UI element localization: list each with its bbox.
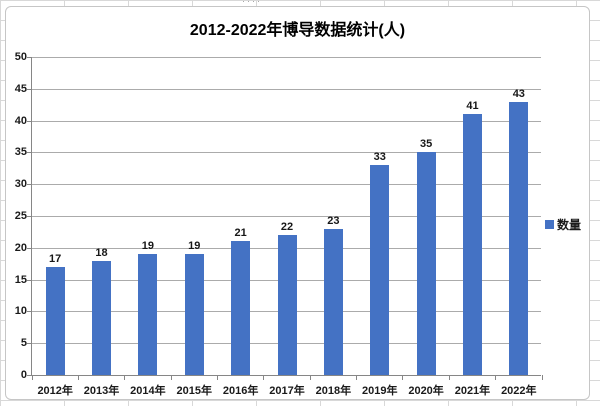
x-axis-label: 2013年	[83, 385, 120, 397]
x-axis-tick	[541, 375, 543, 380]
y-axis-label: 15	[14, 273, 27, 286]
y-axis-tick	[27, 88, 32, 90]
y-axis-tick	[27, 57, 32, 58]
x-axis-tick	[495, 375, 497, 380]
bar-2017年	[277, 235, 297, 375]
y-axis-label: 25	[14, 210, 27, 222]
chart-object: 2012-2022年博导数据统计(人) 0 5 10 15 20 25 30 35 40 45 50…	[5, 6, 590, 400]
y-axis-tick	[27, 375, 32, 376]
bar-value-label: 17	[49, 252, 62, 265]
bar-value-label: 19	[188, 240, 201, 253]
y-axis-tick	[27, 152, 32, 154]
bar-2014年	[138, 254, 158, 375]
x-axis-label: 2012年	[37, 385, 73, 397]
y-axis-label: 10	[14, 305, 27, 318]
bar-2013年	[92, 260, 112, 375]
x-axis-label: 2019年	[361, 385, 398, 397]
y-axis-tick	[27, 343, 32, 345]
y-gridline	[32, 216, 541, 217]
bar-2019年	[370, 165, 390, 375]
y-axis-tick	[27, 311, 32, 313]
y-axis-label: 45	[14, 82, 27, 95]
x-axis-label: 2022年	[501, 385, 537, 397]
x-axis-tick	[263, 375, 265, 380]
bar-value-label: 43	[512, 87, 525, 100]
y-gridline	[32, 184, 541, 186]
y-axis-label: 50	[14, 51, 27, 63]
y-axis-label: 40	[14, 114, 27, 127]
bar-value-label: 21	[234, 227, 247, 240]
legend-label: 数量	[557, 218, 582, 232]
y-axis-tick	[27, 120, 32, 122]
x-axis-label: 2015年	[176, 385, 212, 397]
x-axis-tick	[448, 375, 450, 380]
bar-2012年	[45, 266, 65, 375]
bar-value-label: 35	[419, 138, 433, 151]
x-axis-tick	[216, 375, 218, 380]
x-axis-label: 2021年	[454, 385, 491, 397]
x-axis-tick	[31, 375, 33, 380]
bar-value-label: 19	[141, 240, 155, 253]
y-axis-label: 35	[14, 146, 27, 159]
x-axis-label: 2014年	[130, 385, 166, 397]
legend-swatch-icon	[545, 220, 554, 229]
y-axis-label: 0	[20, 369, 27, 381]
bar-2016年	[231, 241, 251, 375]
x-axis-tick	[309, 375, 311, 380]
bar-2022年	[509, 101, 529, 375]
y-axis-tick	[27, 279, 32, 281]
y-gridline	[32, 57, 541, 58]
x-axis-tick	[124, 375, 126, 380]
plot-area: 0 5 10 15 20 25 30 35 40 45 50 17 2012年 18 2013年 19 2014…	[15, 51, 543, 397]
y-gridline	[32, 88, 541, 90]
x-axis-tick	[402, 375, 404, 380]
bar-2021年	[462, 114, 482, 375]
y-axis-label: 20	[14, 241, 27, 254]
bar-2015年	[184, 254, 204, 375]
y-axis-tick	[27, 184, 32, 186]
x-axis-label: 2018年	[315, 385, 352, 397]
legend: 数量	[545, 216, 581, 233]
chart-title: 2012-2022年博导数据统计(人)	[189, 22, 406, 39]
y-gridline	[32, 152, 541, 154]
x-axis-label: 2020年	[408, 385, 444, 397]
y-axis-tick	[27, 247, 32, 249]
x-axis-label: 2016年	[222, 385, 259, 397]
bar-2020年	[416, 152, 436, 375]
bar-value-label: 23	[327, 214, 340, 227]
x-axis-label: 2017年	[269, 385, 305, 397]
bar-2018年	[323, 228, 343, 375]
y-gridline	[32, 120, 541, 122]
sheet-selection-dots: ····	[242, 0, 262, 6]
x-axis-tick	[356, 375, 358, 380]
y-axis-label: 5	[20, 337, 27, 350]
bar-value-label: 33	[373, 151, 386, 164]
x-axis-tick	[170, 375, 172, 380]
y-axis-label: 30	[14, 178, 27, 191]
x-axis-tick	[77, 375, 79, 380]
bar-value-label: 41	[466, 100, 479, 113]
bar-value-label: 18	[95, 246, 108, 259]
y-axis-tick	[27, 216, 32, 217]
bar-value-label: 22	[280, 221, 294, 234]
